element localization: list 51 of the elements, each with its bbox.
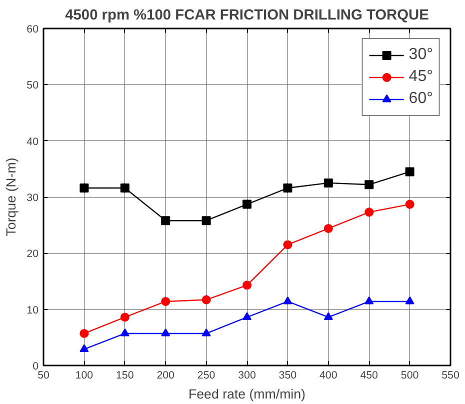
- y-tick-label: 30: [26, 192, 39, 204]
- point: [405, 167, 414, 176]
- point: [80, 328, 89, 338]
- y-tick-label: 20: [26, 248, 39, 260]
- y-tick-label: 10: [26, 304, 39, 316]
- x-tick-label: 50: [38, 370, 50, 382]
- x-tick-label: 500: [400, 370, 419, 382]
- point: [242, 312, 252, 320]
- x-tick-label: 450: [360, 370, 378, 382]
- y-axis-title: Torque (N-m): [4, 158, 19, 236]
- x-tick-label: 150: [116, 370, 134, 382]
- y-tick-label: 50: [26, 80, 39, 92]
- point: [161, 328, 170, 336]
- point: [120, 312, 130, 322]
- chart-title: 4500 rpm %100 FCAR FRICTION DRILLING TORQUE: [65, 8, 430, 24]
- point: [283, 184, 292, 193]
- x-tick-label: 200: [156, 370, 175, 382]
- y-tick-label: 60: [26, 24, 39, 36]
- point: [120, 328, 130, 336]
- x-tick-label: 250: [197, 370, 216, 382]
- legend-label: 60°: [408, 90, 433, 108]
- point: [202, 216, 211, 226]
- point: [283, 240, 292, 250]
- point: [405, 296, 414, 304]
- legend-label: 30°: [408, 46, 433, 64]
- point: [120, 184, 130, 193]
- point: [80, 344, 89, 352]
- point: [324, 312, 333, 320]
- point: [202, 328, 211, 336]
- y-tick-label: 40: [26, 136, 39, 148]
- point: [80, 184, 89, 193]
- point: [283, 296, 292, 304]
- x-tick-label: 350: [278, 370, 297, 382]
- point: [405, 200, 414, 209]
- legend-label: 45°: [408, 68, 433, 86]
- point: [324, 224, 333, 233]
- point: [242, 200, 252, 209]
- x-tick-label: 400: [320, 370, 338, 382]
- x-tick-label: 100: [75, 370, 94, 382]
- point: [364, 296, 374, 304]
- x-axis-title: Feed rate (mm/min): [188, 386, 306, 402]
- point: [161, 216, 170, 226]
- point: [161, 296, 170, 306]
- point: [364, 208, 374, 217]
- point: [364, 180, 374, 190]
- y-tick-label: 0: [32, 360, 39, 372]
- point: [324, 178, 333, 188]
- x-tick-label: 300: [238, 370, 256, 382]
- x-tick-label: 550: [442, 370, 460, 382]
- point: [202, 295, 211, 304]
- point: [242, 280, 252, 290]
